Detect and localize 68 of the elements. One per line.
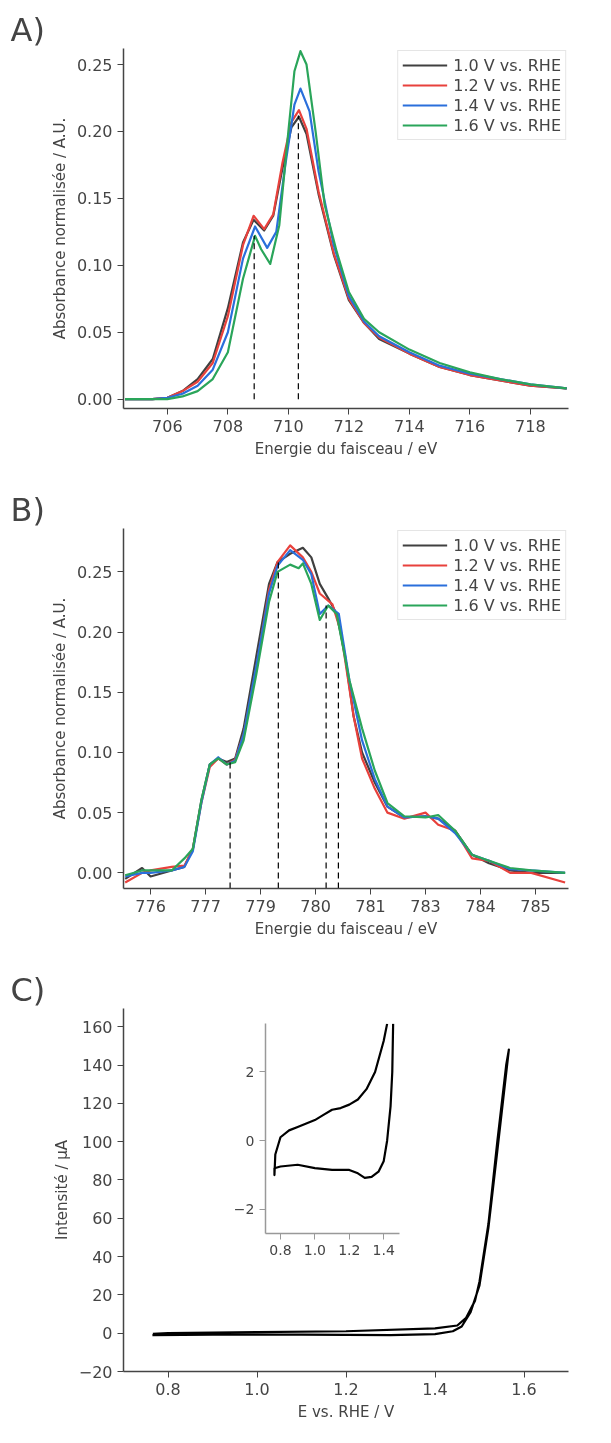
legend-label: 1.4 V vs. RHE — [453, 575, 561, 595]
y-tick-label: 40 — [92, 1247, 113, 1267]
y-axis-title: Intensité / µA — [52, 1139, 71, 1241]
line-series — [273, 1023, 395, 1179]
y-tick-label: 20 — [92, 1285, 113, 1305]
line-series — [151, 1048, 510, 1337]
x-axis-title: Energie du faisceau / eV — [254, 919, 438, 938]
legend-label: 1.6 V vs. RHE — [453, 595, 561, 615]
y-tick-label: 60 — [92, 1209, 113, 1229]
x-tick-label: 0.8 — [155, 1379, 181, 1399]
x-tick-label: 776 — [135, 896, 166, 916]
y-tick-label: 0.00 — [76, 863, 113, 883]
x-tick-label: 1.2 — [338, 1241, 361, 1258]
y-axis-title: Absorbance normalisée / A.U. — [50, 117, 69, 340]
x-axis-title: E vs. RHE / V — [297, 1402, 395, 1421]
y-tick-label: 0.20 — [76, 623, 113, 643]
x-tick-label: 780 — [300, 896, 331, 916]
legend-label: 1.0 V vs. RHE — [453, 55, 561, 75]
y-tick-label: 0.05 — [76, 323, 113, 343]
x-tick-label: 1.6 — [511, 1379, 537, 1399]
legend-label: 1.6 V vs. RHE — [453, 115, 561, 135]
legend-label: 1.2 V vs. RHE — [453, 555, 561, 575]
x-tick-label: 712 — [333, 416, 365, 436]
x-axis-title: Energie du faisceau / eV — [254, 439, 438, 458]
x-tick-label: 784 — [465, 896, 496, 916]
y-tick-label: 160 — [81, 1017, 113, 1037]
x-tick-label: 1.4 — [372, 1241, 395, 1258]
x-tick-label: 716 — [454, 416, 486, 436]
y-tick-label: 0.00 — [76, 390, 113, 410]
x-tick-label: 1.4 — [422, 1379, 448, 1399]
y-tick-label: 0.25 — [76, 55, 113, 75]
y-tick-label: 0.10 — [76, 743, 113, 763]
y-tick-label: 0 — [102, 1324, 113, 1344]
y-tick-label: 80 — [92, 1170, 113, 1190]
x-tick-label: 777 — [190, 896, 221, 916]
y-tick-label: 0.05 — [76, 803, 113, 823]
y-tick-label: 0.20 — [76, 122, 113, 142]
x-tick-label: 718 — [515, 416, 546, 436]
legend-label: 1.4 V vs. RHE — [453, 95, 561, 115]
x-tick-label: 1.0 — [244, 1379, 270, 1399]
y-tick-label: 0.15 — [76, 683, 113, 703]
y-tick-label: 2 — [245, 1063, 255, 1080]
y-tick-label: 0.10 — [76, 256, 113, 276]
x-tick-label: 783 — [410, 896, 441, 916]
x-tick-label: 706 — [152, 416, 183, 436]
y-axis-title: Absorbance normalisée / A.U. — [50, 597, 69, 820]
x-tick-label: 1.0 — [303, 1241, 326, 1258]
x-tick-label: 781 — [355, 896, 386, 916]
x-tick-label: 710 — [273, 416, 304, 436]
x-tick-label: 779 — [245, 896, 276, 916]
y-tick-label: 0 — [245, 1132, 255, 1149]
chart-title: B) — [10, 490, 45, 529]
y-tick-label: 0.25 — [76, 562, 113, 582]
chart-title: A) — [10, 10, 45, 49]
x-tick-label: 714 — [394, 416, 425, 436]
legend-label: 1.0 V vs. RHE — [453, 535, 561, 555]
chart-title: C) — [10, 970, 46, 1009]
legend-label: 1.2 V vs. RHE — [453, 75, 561, 95]
y-tick-label: 120 — [81, 1094, 113, 1114]
y-tick-label: −2 — [233, 1201, 255, 1218]
x-tick-label: 1.2 — [333, 1379, 359, 1399]
y-tick-label: 100 — [81, 1132, 113, 1152]
y-tick-label: 140 — [81, 1056, 113, 1076]
y-tick-label: −20 — [78, 1362, 113, 1382]
x-tick-label: 785 — [520, 896, 551, 916]
y-tick-label: 0.15 — [76, 189, 113, 209]
x-tick-label: 708 — [212, 416, 244, 436]
x-tick-label: 0.8 — [269, 1241, 292, 1258]
